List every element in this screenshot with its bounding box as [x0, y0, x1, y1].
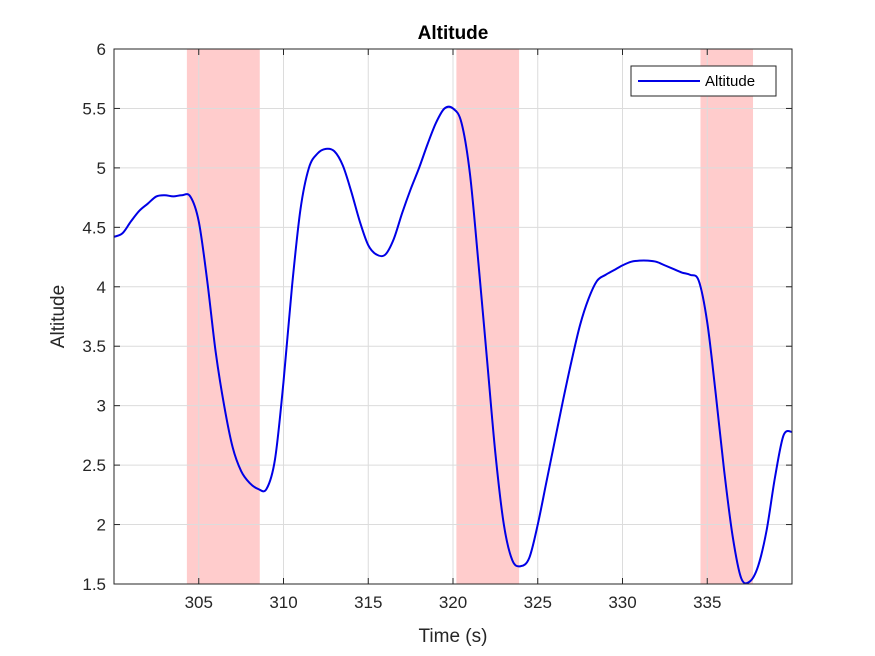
x-tick-label: 320	[439, 593, 467, 612]
ticks: 305 310 315 320 325 330 335 1.5 2 2.5 3 3.5 4 4.5 5 5.5…	[82, 40, 792, 612]
legend: Altitude	[630, 65, 777, 97]
y-tick-label: 1.5	[82, 575, 106, 594]
y-tick-label: 2.5	[82, 456, 106, 475]
x-axis-label: Time (s)	[419, 626, 488, 647]
y-tick-label: 2	[97, 516, 106, 535]
x-tick-label: 315	[354, 593, 382, 612]
shaded-region-3	[700, 49, 754, 584]
y-tick-label: 6	[97, 40, 106, 59]
series-layer	[113, 105, 793, 585]
y-tick-label: 5.5	[82, 99, 106, 118]
shaded-region-2	[456, 49, 520, 584]
y-tick-label: 3.5	[82, 337, 106, 356]
y-axis-label: Altitude	[48, 285, 69, 348]
x-tick-label: 305	[185, 593, 213, 612]
y-tick-label: 3	[97, 397, 106, 416]
y-tick-label: 4.5	[82, 218, 106, 237]
x-tick-label: 335	[693, 593, 721, 612]
series-line-altitude	[113, 105, 793, 585]
chart-title: Altitude	[418, 23, 489, 44]
shaded-region-1	[186, 49, 260, 584]
y-tick-label: 4	[97, 278, 106, 297]
legend-entry-label: Altitude	[705, 73, 755, 90]
x-tick-label: 310	[269, 593, 297, 612]
x-tick-label: 325	[524, 593, 552, 612]
x-tick-label: 330	[608, 593, 636, 612]
y-tick-label: 5	[97, 159, 106, 178]
